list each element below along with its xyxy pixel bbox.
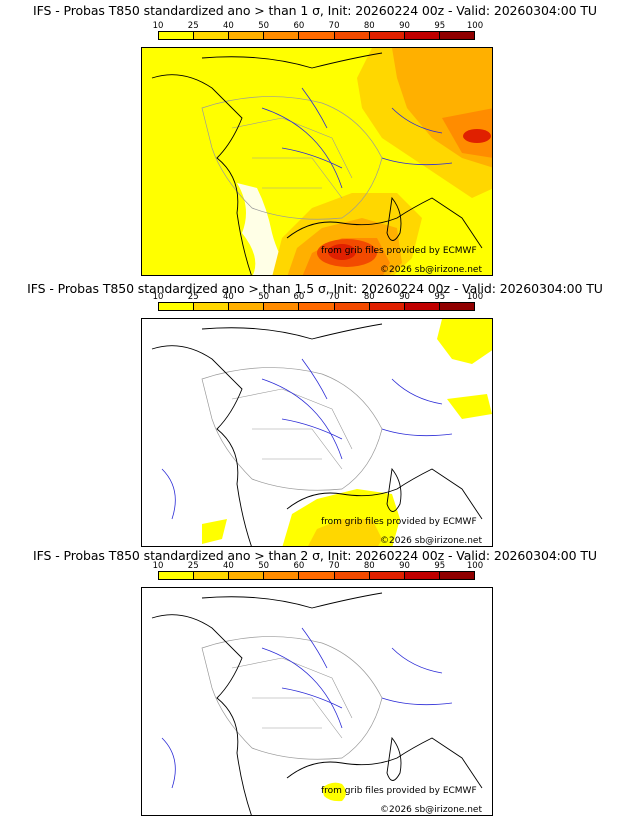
copyright-credit: ©2026 sb@irizone.net — [380, 805, 482, 815]
colorbar-segment — [264, 32, 300, 39]
colorbar-segment — [194, 32, 230, 39]
colorbar-segment — [404, 32, 440, 39]
colorbar-segment — [264, 303, 300, 310]
colorbar-tick: 50 — [258, 292, 270, 302]
colorbar-tick: 10 — [152, 292, 164, 302]
colorbar-ticks: 10 25 40 50 60 70 80 90 95 100 — [153, 21, 484, 31]
probability-map — [141, 318, 493, 547]
prob-field-10 — [322, 782, 346, 802]
colorbar-tick: 60 — [293, 292, 305, 302]
colorbar-tick: 90 — [399, 21, 410, 31]
colorbar-segment — [194, 303, 230, 310]
colorbar-tick: 95 — [434, 21, 446, 31]
map-graphic — [142, 319, 492, 546]
colorbar-segment — [334, 32, 370, 39]
colorbar-segment — [299, 32, 335, 39]
panel-title: IFS - Probas T850 standardized ano > tha… — [33, 548, 597, 563]
colorbar-tick: 95 — [434, 292, 446, 302]
colorbar — [158, 31, 475, 40]
colorbar-tick: 100 — [466, 561, 484, 571]
colorbar-segment — [299, 572, 335, 579]
colorbar-tick: 90 — [399, 292, 410, 302]
panel-title: IFS - Probas T850 standardized ano > tha… — [33, 3, 597, 18]
colorbar-segment — [194, 572, 230, 579]
colorbar-tick: 60 — [293, 21, 305, 31]
colorbar-segment — [264, 572, 300, 579]
map-panel-2sigma: IFS - Probas T850 standardized ano > tha… — [0, 540, 630, 816]
colorbar-segment — [404, 303, 440, 310]
probability-map — [141, 587, 493, 816]
colorbar-ticks: 10 25 40 50 60 70 80 90 95 100 — [153, 561, 484, 571]
colorbar-tick: 70 — [328, 292, 340, 302]
colorbar-tick: 100 — [466, 292, 484, 302]
colorbar-tick: 10 — [152, 21, 164, 31]
probability-map — [141, 47, 493, 276]
colorbar-segment — [404, 572, 440, 579]
colorbar-segment — [369, 303, 405, 310]
copyright-credit: ©2026 sb@irizone.net — [380, 265, 482, 275]
map-graphic — [142, 588, 492, 815]
source-credit: from grib files provided by ECMWF — [321, 517, 477, 527]
colorbar — [158, 302, 475, 311]
colorbar-segment — [334, 303, 370, 310]
colorbar-tick: 10 — [152, 561, 164, 571]
colorbar-tick: 60 — [293, 561, 305, 571]
source-credit: from grib files provided by ECMWF — [321, 786, 477, 796]
colorbar-tick: 70 — [328, 21, 340, 31]
colorbar-tick: 80 — [363, 292, 375, 302]
map-panel-1sigma: IFS - Probas T850 standardized ano > tha… — [0, 0, 630, 276]
colorbar-segment — [439, 572, 474, 579]
colorbar-segment — [369, 572, 405, 579]
colorbar-segment — [439, 303, 474, 310]
source-credit: from grib files provided by ECMWF — [321, 246, 477, 256]
colorbar-segment — [299, 303, 335, 310]
colorbar-tick: 95 — [434, 561, 446, 571]
colorbar-segment — [334, 572, 370, 579]
prob-field-80 — [463, 129, 491, 143]
colorbar-tick: 40 — [223, 292, 234, 302]
colorbar-tick: 40 — [223, 21, 234, 31]
colorbar-tick: 50 — [258, 561, 270, 571]
colorbar-segment — [439, 32, 474, 39]
copyright-credit: ©2026 sb@irizone.net — [380, 536, 482, 546]
colorbar-tick: 100 — [466, 21, 484, 31]
colorbar-ticks: 10 25 40 50 60 70 80 90 95 100 — [153, 292, 484, 302]
prob-field-10 — [437, 319, 492, 364]
colorbar-tick: 25 — [187, 21, 199, 31]
map-panel-1-5sigma: IFS - Probas T850 standardized ano > tha… — [0, 271, 630, 547]
colorbar — [158, 571, 475, 580]
colorbar-segment — [229, 303, 265, 310]
colorbar-tick: 70 — [328, 561, 340, 571]
colorbar-tick: 80 — [363, 21, 375, 31]
colorbar-tick: 25 — [187, 292, 199, 302]
colorbar-segment — [159, 303, 195, 310]
colorbar-tick: 80 — [363, 561, 375, 571]
map-graphic — [142, 48, 492, 275]
colorbar-tick: 50 — [258, 21, 270, 31]
panel-title: IFS - Probas T850 standardized ano > tha… — [27, 281, 603, 296]
colorbar-segment — [229, 572, 265, 579]
colorbar-segment — [229, 32, 265, 39]
colorbar-segment — [159, 572, 195, 579]
colorbar-tick: 25 — [187, 561, 199, 571]
colorbar-tick: 40 — [223, 561, 234, 571]
colorbar-segment — [159, 32, 195, 39]
colorbar-tick: 90 — [399, 561, 410, 571]
colorbar-segment — [369, 32, 405, 39]
